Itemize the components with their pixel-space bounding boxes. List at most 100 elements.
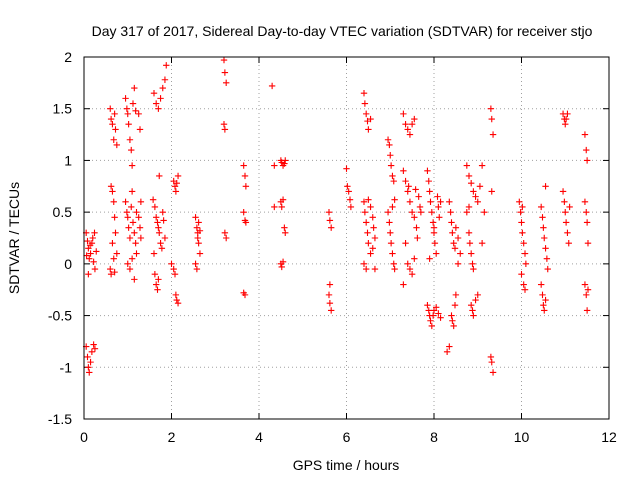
data-point (406, 198, 414, 205)
y-tick-label: -1.5 (48, 411, 72, 427)
data-point (160, 217, 167, 224)
data-point (161, 76, 169, 83)
data-point (113, 141, 121, 149)
data-point (470, 312, 477, 319)
data-point (362, 110, 370, 118)
data-point (581, 281, 589, 288)
data-point (268, 82, 276, 90)
data-point (362, 265, 370, 273)
data-point (561, 198, 568, 205)
data-point (362, 219, 370, 226)
data-point (559, 188, 567, 195)
data-point (390, 177, 397, 185)
data-point (172, 291, 180, 299)
data-point (451, 302, 459, 309)
data-point (541, 234, 548, 242)
data-point (437, 198, 444, 205)
data-point (465, 229, 473, 237)
data-point (516, 198, 523, 205)
data-point (367, 203, 374, 211)
data-point (365, 239, 372, 247)
data-point (278, 263, 285, 271)
data-point (470, 188, 477, 195)
data-point (90, 341, 97, 348)
data-point (489, 369, 497, 376)
data-point (222, 234, 230, 242)
data-point (411, 214, 418, 221)
y-tick-label: -0.5 (48, 308, 72, 324)
data-point (365, 196, 372, 203)
data-point (434, 193, 441, 200)
data-point (88, 348, 96, 355)
data-point (89, 234, 96, 242)
data-point (488, 188, 495, 195)
data-point (424, 302, 431, 309)
data-point (85, 271, 92, 278)
data-point (132, 239, 139, 247)
data-point (469, 307, 476, 314)
data-point (109, 239, 116, 247)
data-point (414, 234, 421, 242)
data-point (168, 260, 175, 268)
plot-frame (83, 56, 610, 420)
data-point (137, 198, 145, 205)
y-tick-label: 1 (64, 152, 72, 168)
data-point (390, 260, 397, 268)
data-point (156, 172, 163, 180)
data-point (478, 239, 486, 247)
data-point (122, 198, 129, 205)
data-point (518, 219, 525, 226)
data-point (451, 245, 459, 252)
data-point (476, 183, 484, 190)
data-point (435, 310, 442, 317)
data-point (520, 239, 527, 247)
data-point (402, 121, 409, 128)
data-point (109, 121, 116, 128)
data-point (416, 203, 424, 211)
data-point (135, 214, 142, 221)
data-point (221, 69, 229, 76)
data-point (124, 260, 131, 268)
data-point (415, 193, 422, 200)
data-point (128, 162, 136, 169)
y-tick-labels: -1.5 -1 -0.5 0 0.5 1 1.5 2 (48, 49, 72, 427)
x-tick-label: 8 (430, 429, 438, 445)
data-point (193, 265, 201, 273)
data-point (159, 208, 166, 216)
data-point (400, 281, 407, 288)
data-point (343, 165, 350, 172)
data-point (412, 186, 419, 193)
data-point (408, 208, 416, 216)
data-point (128, 188, 136, 195)
data-point (371, 234, 379, 242)
data-points (82, 56, 592, 376)
data-point (158, 245, 166, 252)
data-point (137, 234, 145, 242)
data-point (240, 208, 247, 216)
data-point (437, 314, 444, 321)
data-point (87, 358, 94, 366)
data-point (564, 229, 571, 237)
data-point (583, 291, 590, 299)
data-point (126, 136, 134, 143)
data-point (465, 172, 473, 180)
data-point (389, 203, 396, 211)
data-point (156, 229, 163, 237)
data-point (129, 219, 137, 226)
y-tick-label: -1 (60, 359, 73, 375)
data-point (450, 322, 457, 330)
data-point (583, 208, 590, 216)
data-point (129, 100, 137, 107)
data-point (583, 219, 591, 226)
data-point (150, 250, 158, 257)
y-tick-label: 0.5 (53, 204, 73, 220)
data-point (540, 224, 547, 231)
data-point (360, 90, 368, 97)
data-point (454, 260, 462, 268)
data-point (542, 183, 549, 190)
data-point (562, 208, 569, 216)
data-point (282, 157, 289, 164)
data-point (519, 203, 526, 211)
data-point (469, 260, 476, 268)
